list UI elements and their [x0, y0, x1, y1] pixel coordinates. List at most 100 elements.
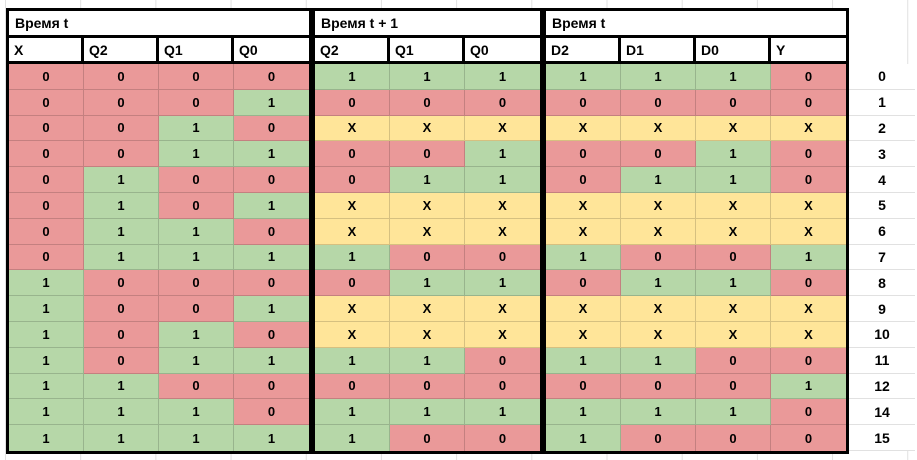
- truth-table-cell[interactable]: 1: [234, 244, 309, 271]
- truth-table-cell[interactable]: 1: [234, 141, 309, 168]
- truth-table-cell[interactable]: 1: [84, 167, 159, 193]
- truth-table-cell[interactable]: 0: [9, 244, 84, 271]
- truth-table-cell[interactable]: 1: [9, 399, 84, 426]
- truth-table-cell[interactable]: 0: [315, 270, 390, 297]
- truth-table-cell[interactable]: 1: [465, 64, 540, 90]
- truth-table-cell[interactable]: 1: [234, 425, 309, 451]
- truth-table-cell[interactable]: 0: [159, 373, 234, 400]
- truth-table-cell[interactable]: X: [390, 296, 465, 322]
- truth-table-cell[interactable]: 1: [315, 425, 390, 451]
- truth-table-cell[interactable]: 1: [546, 64, 621, 90]
- truth-table-cell[interactable]: 0: [234, 270, 309, 297]
- truth-table-cell[interactable]: X: [465, 218, 540, 245]
- truth-table-cell[interactable]: 0: [465, 89, 540, 116]
- truth-table-cell[interactable]: 0: [84, 141, 159, 168]
- truth-table-cell[interactable]: 0: [390, 141, 465, 168]
- truth-table-cell[interactable]: X: [465, 296, 540, 322]
- truth-table-cell[interactable]: 1: [9, 321, 84, 348]
- column-header-q2[interactable]: Q2: [315, 38, 390, 64]
- truth-table-cell[interactable]: X: [390, 321, 465, 348]
- truth-table-cell[interactable]: 0: [465, 347, 540, 374]
- truth-table-cell[interactable]: X: [546, 321, 621, 348]
- truth-table-cell[interactable]: 1: [546, 347, 621, 374]
- truth-table-cell[interactable]: X: [465, 192, 540, 219]
- truth-table-cell[interactable]: 0: [84, 115, 159, 142]
- truth-table-cell[interactable]: 1: [84, 399, 159, 426]
- truth-table-cell[interactable]: 1: [84, 218, 159, 245]
- truth-table-cell[interactable]: 0: [696, 89, 771, 116]
- section-title[interactable]: Время t: [546, 11, 846, 38]
- truth-table-cell[interactable]: 0: [696, 373, 771, 400]
- truth-table-cell[interactable]: X: [315, 218, 390, 245]
- row-label[interactable]: 10: [849, 321, 915, 348]
- truth-table-cell[interactable]: 0: [621, 425, 696, 451]
- truth-table-cell[interactable]: 0: [696, 347, 771, 374]
- truth-table-cell[interactable]: 0: [84, 270, 159, 297]
- truth-table-cell[interactable]: 1: [159, 321, 234, 348]
- truth-table-cell[interactable]: 0: [84, 296, 159, 322]
- truth-table-cell[interactable]: 1: [9, 296, 84, 322]
- row-label[interactable]: 0: [849, 64, 915, 90]
- truth-table-cell[interactable]: 0: [159, 192, 234, 219]
- truth-table-cell[interactable]: 0: [315, 167, 390, 193]
- truth-table-cell[interactable]: 0: [465, 244, 540, 271]
- truth-table-cell[interactable]: X: [315, 192, 390, 219]
- truth-table-cell[interactable]: X: [621, 321, 696, 348]
- truth-table-cell[interactable]: 0: [771, 167, 846, 193]
- truth-table-cell[interactable]: 1: [9, 347, 84, 374]
- truth-table-cell[interactable]: 0: [771, 399, 846, 426]
- truth-table-cell[interactable]: 1: [621, 347, 696, 374]
- truth-table-cell[interactable]: 0: [546, 89, 621, 116]
- truth-table-cell[interactable]: 1: [159, 115, 234, 142]
- column-header-x[interactable]: X: [9, 38, 84, 64]
- row-label[interactable]: 4: [849, 167, 915, 193]
- row-label[interactable]: 12: [849, 373, 915, 400]
- truth-table-cell[interactable]: 1: [771, 373, 846, 400]
- truth-table-cell[interactable]: X: [315, 296, 390, 322]
- truth-table-cell[interactable]: 0: [159, 167, 234, 193]
- truth-table-cell[interactable]: 1: [696, 399, 771, 426]
- truth-table-cell[interactable]: 0: [771, 347, 846, 374]
- truth-table-cell[interactable]: 0: [84, 347, 159, 374]
- truth-table-cell[interactable]: 0: [234, 321, 309, 348]
- truth-table-cell[interactable]: 1: [159, 218, 234, 245]
- truth-table-cell[interactable]: 0: [771, 425, 846, 451]
- truth-table-cell[interactable]: 0: [9, 192, 84, 219]
- column-header-d1[interactable]: D1: [621, 38, 696, 64]
- row-label[interactable]: 5: [849, 192, 915, 219]
- truth-table-cell[interactable]: 1: [315, 244, 390, 271]
- truth-table-cell[interactable]: 1: [621, 270, 696, 297]
- truth-table-cell[interactable]: X: [315, 321, 390, 348]
- truth-table-cell[interactable]: X: [771, 296, 846, 322]
- truth-table-cell[interactable]: 0: [465, 425, 540, 451]
- truth-table-cell[interactable]: 1: [696, 270, 771, 297]
- row-label[interactable]: 1: [849, 89, 915, 116]
- truth-table-cell[interactable]: X: [771, 192, 846, 219]
- truth-table-cell[interactable]: 1: [621, 64, 696, 90]
- truth-table-cell[interactable]: 1: [159, 399, 234, 426]
- truth-table-cell[interactable]: 0: [390, 244, 465, 271]
- truth-table-cell[interactable]: 1: [234, 347, 309, 374]
- column-header-y[interactable]: Y: [771, 38, 846, 64]
- truth-table-cell[interactable]: 1: [159, 244, 234, 271]
- truth-table-cell[interactable]: 0: [621, 89, 696, 116]
- truth-table-cell[interactable]: X: [621, 218, 696, 245]
- truth-table-cell[interactable]: 1: [84, 192, 159, 219]
- truth-table-cell[interactable]: 1: [465, 141, 540, 168]
- truth-table-cell[interactable]: 0: [546, 141, 621, 168]
- truth-table-cell[interactable]: 1: [390, 167, 465, 193]
- truth-table-cell[interactable]: 0: [621, 373, 696, 400]
- truth-table-cell[interactable]: 1: [159, 347, 234, 374]
- row-label[interactable]: 9: [849, 296, 915, 322]
- truth-table-cell[interactable]: X: [546, 115, 621, 142]
- truth-table-cell[interactable]: 1: [390, 270, 465, 297]
- truth-table-cell[interactable]: 0: [234, 218, 309, 245]
- truth-table-cell[interactable]: 0: [315, 373, 390, 400]
- truth-table-cell[interactable]: 1: [9, 425, 84, 451]
- truth-table-cell[interactable]: 1: [159, 425, 234, 451]
- truth-table-cell[interactable]: 0: [9, 141, 84, 168]
- truth-table-cell[interactable]: X: [621, 296, 696, 322]
- row-label[interactable]: 6: [849, 218, 915, 245]
- truth-table-cell[interactable]: X: [771, 321, 846, 348]
- truth-table-cell[interactable]: 0: [546, 270, 621, 297]
